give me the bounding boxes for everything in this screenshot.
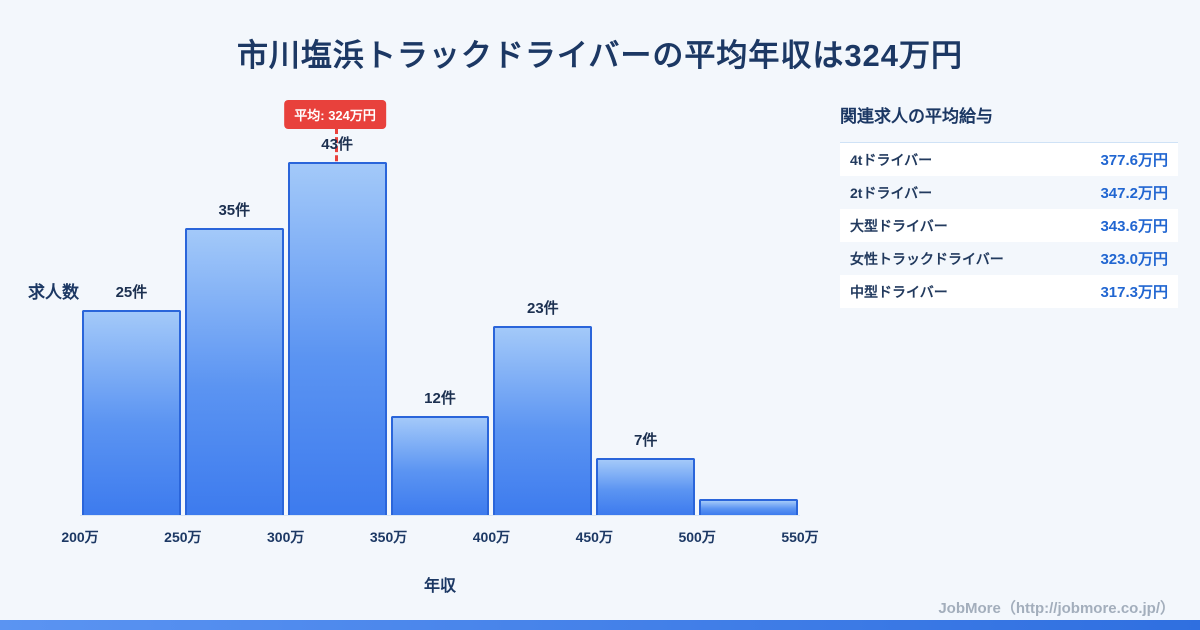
histogram-bar [596,458,696,515]
average-salary-value: 343.6万円 [1100,218,1168,235]
average-salary-value: 323.0万円 [1100,251,1168,268]
histogram-chart: 平均: 324万円 25件 35件 43件 12件 23件 7件 200万 250万 300万 3… [61,100,819,545]
x-tick-label: 350万 [369,529,408,545]
histogram-bar [287,162,387,515]
salary-row: 大型ドライバー 343.6万円 [840,209,1178,242]
x-axis-label: 年収 [423,578,456,595]
x-tick-label: 500万 [678,529,716,545]
x-tick-label: 450万 [575,529,613,545]
job-name: 2tドライバー [850,184,933,201]
histogram-bar [184,228,284,515]
brand-credit: JobMore（http://jobmore.co.jp/） [938,600,1175,617]
histogram-bar [493,326,593,515]
job-name: 4tドライバー [850,151,933,168]
panel-divider [840,142,1178,143]
x-tick-label: 200万 [61,529,99,545]
job-name: 女性トラックドライバー [850,250,1004,267]
salary-row: 中型ドライバー 317.3万円 [840,275,1178,308]
bar-count-label: 25件 [115,284,148,301]
bar-count-label: 35件 [218,202,251,219]
average-salary-value: 377.6万円 [1100,152,1168,169]
salary-table: 4tドライバー 377.6万円 2tドライバー 347.2万円大型ドライバー 343.6… [840,143,1178,308]
histogram-bar [699,499,798,515]
x-tick-label: 300万 [267,529,305,545]
bar-count-label: 12件 [424,390,456,407]
x-tick-label: 250万 [164,529,202,545]
x-tick-label: 550万 [781,529,819,545]
job-name: 大型ドライバー [850,217,948,234]
bar-count-label: 43件 [321,136,353,153]
average-salary-value: 347.2万円 [1100,185,1168,202]
x-tick-label: 400万 [472,529,511,545]
bar-count-label: 7件 [634,432,658,449]
average-badge: 平均: 324万円 [284,100,386,129]
bar-count-label: 23件 [527,300,559,317]
histogram-bar [390,416,490,515]
y-axis-label: 求人数 [28,283,79,302]
histogram-bar [82,310,181,515]
panel-heading: 関連求人の平均給与 [840,107,993,126]
salary-row: 4tドライバー 377.6万円 [840,143,1178,176]
related-salary-panel: 関連求人の平均給与 4tドライバー 377.6万円 2tドライバー 347.2万円大型… [840,102,1178,308]
salary-row: 2tドライバー 347.2万円 [840,176,1178,209]
salary-row: 女性トラックドライバー 323.0万円 [840,242,1178,275]
bottom-accent-strip [0,620,1200,630]
page-title: 市川塩浜トラックドライバーの平均年収は324万円 [236,38,964,73]
job-name: 中型ドライバー [850,283,948,300]
average-salary-value: 317.3万円 [1100,284,1168,301]
